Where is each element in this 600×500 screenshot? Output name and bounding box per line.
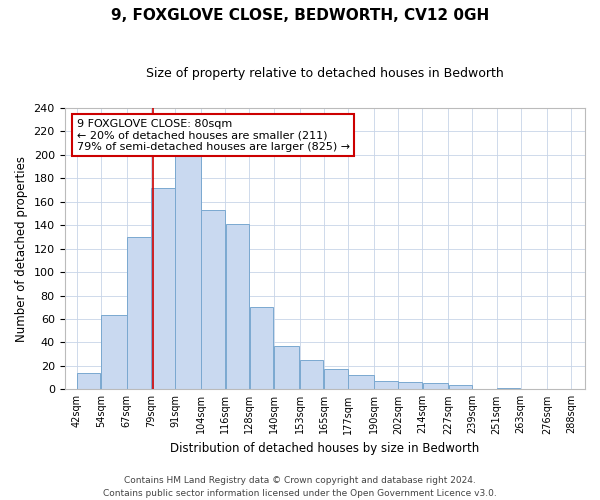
Text: 9 FOXGLOVE CLOSE: 80sqm
← 20% of detached houses are smaller (211)
79% of semi-d: 9 FOXGLOVE CLOSE: 80sqm ← 20% of detache… [77,118,350,152]
Bar [324,370,347,390]
Text: 9, FOXGLOVE CLOSE, BEDWORTH, CV12 0GH: 9, FOXGLOVE CLOSE, BEDWORTH, CV12 0GH [111,8,489,22]
Bar [422,384,448,390]
Bar [274,346,299,390]
Bar [374,381,398,390]
Bar [497,388,520,390]
Bar [348,375,374,390]
Bar [101,316,127,390]
Bar [127,237,151,390]
Bar [226,224,249,390]
Text: Contains HM Land Registry data © Crown copyright and database right 2024.
Contai: Contains HM Land Registry data © Crown c… [103,476,497,498]
Bar [300,360,323,390]
Bar [77,373,100,390]
Bar [398,382,422,390]
Title: Size of property relative to detached houses in Bedworth: Size of property relative to detached ho… [146,68,503,80]
Bar [449,384,472,390]
Bar [202,210,225,390]
Bar [151,188,175,390]
Bar [175,155,201,390]
Y-axis label: Number of detached properties: Number of detached properties [15,156,28,342]
Bar [250,308,273,390]
X-axis label: Distribution of detached houses by size in Bedworth: Distribution of detached houses by size … [170,442,479,455]
